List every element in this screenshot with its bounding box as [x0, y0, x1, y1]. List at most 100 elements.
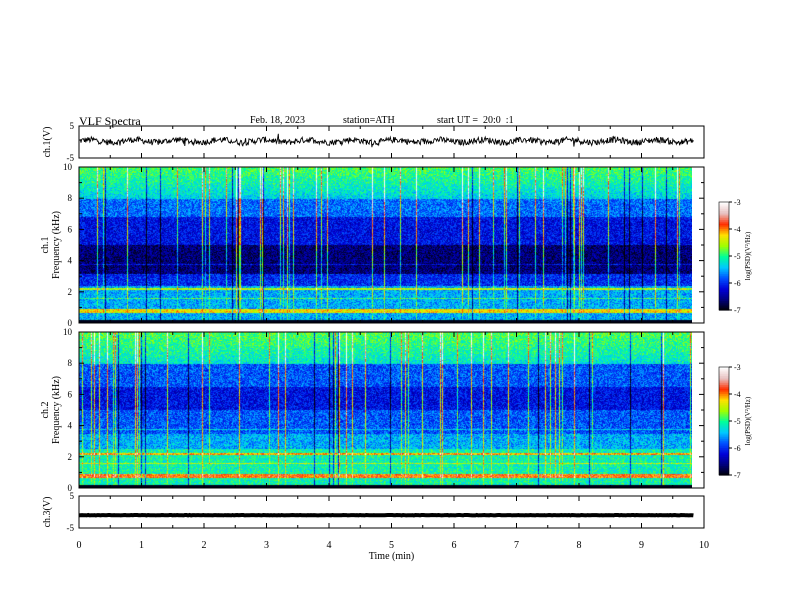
ch2-spectrogram-colorbar-cell	[719, 413, 729, 417]
ch2-spectrogram-colorbar-cell	[719, 381, 729, 384]
ch1-spectrogram-colorbar-cell	[719, 223, 729, 226]
ch2-spectrogram-colorbar-cell	[719, 385, 729, 388]
ch3-ylabel: ch.3(V)	[42, 497, 53, 528]
ch2-spectrogram-colorbar-cell	[719, 439, 729, 442]
ch2-spectrogram-colorbar-tick-label: -6	[734, 444, 741, 453]
ch2-spectrogram-colorbar-cell	[719, 368, 729, 372]
ch2-spectrogram-colorbar-cell	[719, 433, 729, 436]
ch1-spectrogram-colorbar-cell	[719, 302, 729, 306]
x-tick-label: 3	[264, 540, 269, 551]
ch2-spectrogram-colorbar-cell	[719, 446, 729, 449]
ch2-spectrogram-colorbar-cell	[719, 464, 729, 467]
ch2-spectrogram-colorbar-cell	[719, 462, 729, 465]
x-tick-label: 4	[327, 540, 332, 551]
ch1-spectrogram-colorbar-cell	[719, 301, 729, 304]
ch1-spectrogram-colorbar-cell	[719, 238, 729, 241]
ch2-spectrogram-colorbar-cell	[719, 412, 729, 415]
ch1-spectrogram-colorbar-cell	[719, 265, 729, 268]
ch2-spectrogram-colorbar-cell	[719, 458, 729, 462]
ch1-spectrogram-colorbar-cell	[719, 286, 729, 289]
ch1-spectrogram-colorbar-cell	[719, 268, 729, 271]
ch2-spectrogram-colorbar-cell	[719, 469, 729, 472]
ch1-spectrogram-colorbar-cell	[719, 263, 729, 266]
ch1-spectrogram-colorbar-cell	[719, 203, 729, 207]
ch1-spectrogram-colorbar-cell	[719, 218, 729, 221]
ch1-spectrogram-colorbar-cell	[719, 290, 729, 293]
x-tick-label: 9	[639, 540, 644, 551]
ch1-spectrogram-colorbar-cell	[719, 245, 729, 248]
ch1-spectrogram-colorbar-tick-label: -4	[734, 225, 741, 234]
ch1-spectrogram-colorbar-cell	[719, 216, 729, 219]
ch2-spectrogram-colorbar-cell	[719, 394, 729, 397]
ch1-spectrogram-colorbar-cell	[719, 247, 729, 250]
ch2-spectrogram-colorbar-cell	[719, 401, 729, 404]
ch1-spectrogram-colorbar-cell	[719, 239, 729, 243]
ch2-spectrogram-colorbar-cell	[719, 442, 729, 445]
ch2-spectrogram-ytick-label: 2	[68, 452, 73, 462]
ch2-spectrogram-colorbar-cell	[719, 455, 729, 458]
ch1-spectrogram-colorbar-cell	[719, 293, 729, 297]
ch2-spectrogram-colorbar-cell	[719, 431, 729, 435]
ch2-spectrogram-ytick-label: 10	[63, 327, 73, 337]
ch1-spectrogram-colorbar-cell	[719, 299, 729, 302]
ch2-spectrogram-colorbar-cell	[719, 395, 729, 399]
ch2-spectrogram-colorbar-cell	[719, 435, 729, 438]
ch2-spectrogram-colorbar-cell	[719, 417, 729, 420]
ch2-spectrogram-colorbar-cell	[719, 399, 729, 402]
x-tick-label: 1	[139, 540, 144, 551]
ch2-spectrogram-colorbar-cell	[719, 372, 729, 375]
ch1-spectrogram-colorbar-cell	[719, 277, 729, 280]
ch1-spectrogram-colorbar-cell	[719, 214, 729, 217]
ch1-spectrogram-ytick-label: 0	[68, 318, 73, 328]
ch1-spectrogram-ytick-label: 8	[68, 193, 73, 203]
ch1-spectrogram-heatmap	[79, 167, 692, 323]
x-tick-label: 5	[389, 540, 394, 551]
ch2-spectrogram-colorbar-cell	[719, 377, 729, 381]
ch3-ytick-label: 5	[70, 491, 75, 501]
ch1-spectrogram-colorbar-cell	[719, 229, 729, 232]
x-tick-label: 8	[577, 540, 582, 551]
x-tick-label: 6	[452, 540, 457, 551]
ch1-spectrogram-colorbar-cell	[719, 234, 729, 237]
ch1-ytick-label: 5	[70, 121, 75, 131]
ch1-spectrogram-colorbar-cell	[719, 275, 729, 279]
ch2-spectrogram-colorbar-label: log(PSD)(V²/Hz)	[744, 396, 752, 445]
station-label: station=ATH	[343, 115, 395, 126]
ch2-spectrogram-colorbar-cell	[719, 451, 729, 454]
ch2-spectrogram-colorbar-cell	[719, 386, 729, 390]
ch1-spectrogram-ytick-label: 6	[68, 224, 73, 234]
ch1-spectrogram-colorbar-cell	[719, 241, 729, 244]
ch2-spectrogram-colorbar-tick-label: -5	[734, 417, 741, 426]
figure-title: VLF Spectra	[79, 114, 141, 128]
ch2-spectrogram-colorbar-cell	[719, 466, 729, 469]
ch2-spectrogram-colorbar-cell	[719, 457, 729, 460]
ch2-spectrogram-colorbar-cell	[719, 410, 729, 413]
ch1-spectrogram-colorbar-cell	[719, 270, 729, 273]
ch1-spectrogram-colorbar-cell	[719, 274, 729, 277]
ch2-spectrogram-colorbar-cell	[719, 403, 729, 406]
ch2-spectrogram-ylabel-frequency: Frequency (kHz)	[51, 376, 62, 444]
ch2-spectrogram-colorbar-cell	[719, 390, 729, 393]
ch1-spectrogram-colorbar-cell	[719, 202, 729, 205]
ch1-spectrogram-colorbar-cell	[719, 292, 729, 295]
ch2-spectrogram-colorbar-cell	[719, 471, 729, 474]
ch1-spectrogram-colorbar-cell	[719, 281, 729, 284]
ch1-spectrogram-colorbar-cell	[719, 297, 729, 300]
ch2-spectrogram-colorbar-tick-label: -3	[734, 363, 741, 372]
ch2-spectrogram-ytick-label: 4	[68, 421, 73, 431]
ch3-ytick-label: -5	[67, 523, 75, 533]
ch1-spectrogram-colorbar-cell	[719, 221, 729, 225]
ch1-spectrogram-colorbar-cell	[719, 209, 729, 212]
ch1-spectrogram-colorbar-cell	[719, 232, 729, 235]
ch1-spectrogram-colorbar-tick-label: -3	[734, 198, 741, 207]
ch2-spectrogram-colorbar-cell	[719, 397, 729, 400]
ch1-spectrogram-colorbar-tick-label: -7	[734, 306, 741, 315]
ch2-spectrogram-colorbar-cell	[719, 374, 729, 377]
ch1-spectrogram-colorbar-cell	[719, 261, 729, 264]
ch1-spectrogram-ytick-label: 2	[68, 287, 73, 297]
ch2-spectrogram-colorbar-cell	[719, 437, 729, 440]
ch1-spectrogram-colorbar-cell	[719, 227, 729, 230]
ch1-spectrogram-colorbar-cell	[719, 230, 729, 234]
